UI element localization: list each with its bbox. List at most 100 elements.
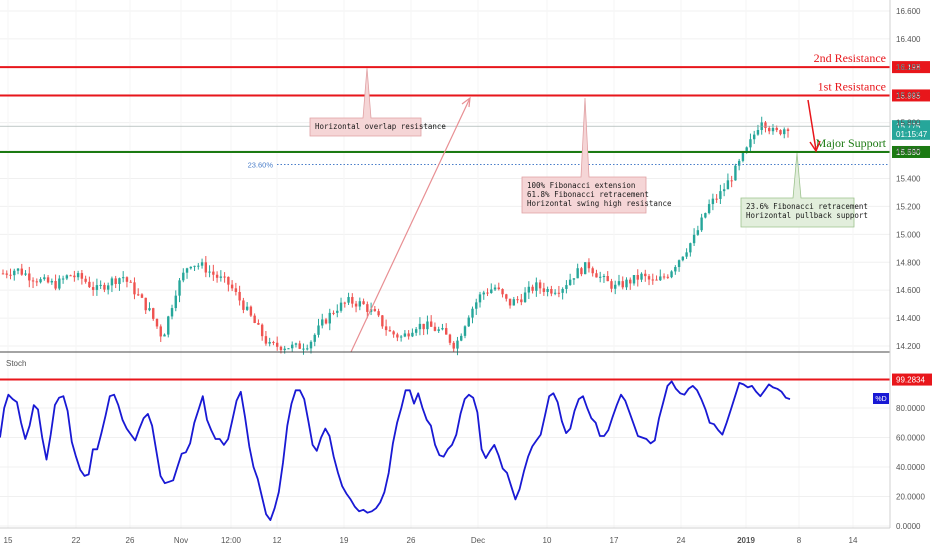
candle-body — [561, 288, 564, 293]
candle-body — [779, 130, 782, 135]
candle-body — [204, 262, 208, 273]
candle-body — [317, 325, 320, 335]
candle-body — [84, 278, 87, 282]
stoch-series-tag — [873, 393, 889, 404]
time-tick-label: Nov — [174, 536, 188, 545]
trend-arrow[interactable] — [350, 97, 471, 353]
candle-body — [69, 275, 72, 277]
candle-body — [749, 139, 752, 148]
price-tick-label: 16.200 — [896, 63, 921, 72]
candle-body — [429, 321, 433, 327]
candle-body — [148, 308, 151, 311]
time-tick-label: 14 — [849, 536, 858, 545]
candle-body — [741, 152, 745, 161]
stoch-grid — [0, 378, 890, 527]
candle-body — [328, 312, 331, 324]
candle-body — [302, 348, 305, 350]
candle-body — [268, 342, 271, 344]
candle-body — [152, 308, 155, 319]
candle-body — [433, 326, 437, 331]
candle-body — [272, 342, 275, 344]
candle-body — [535, 282, 538, 291]
stoch-title: Stoch — [6, 359, 26, 368]
candle-body — [542, 288, 546, 292]
candle-body — [516, 299, 519, 301]
candle-body — [189, 266, 192, 269]
candle-body — [324, 319, 328, 324]
candle-body — [377, 311, 380, 316]
candle-body — [215, 274, 219, 278]
candle-body — [159, 326, 162, 337]
candle-body — [121, 277, 125, 279]
candle-body — [155, 318, 159, 327]
stoch-axis[interactable]: 80.0000 60.0000 40.0000 20.0000 0.0000 99.283… — [873, 373, 932, 531]
candle-body — [234, 288, 238, 292]
candle-body — [245, 306, 249, 310]
candle-body — [249, 306, 253, 316]
candle-body — [91, 287, 95, 290]
stoch-line — [0, 380, 791, 521]
candle-body — [602, 276, 606, 278]
candle-body — [182, 272, 185, 281]
candle-body — [692, 234, 696, 244]
candle-body — [553, 292, 557, 294]
candle-body — [144, 297, 147, 311]
time-axis[interactable]: 15 22 26 Nov 12:00 12 19 26 Dec 10 17 24 2019 8 14 — [4, 536, 858, 545]
candle-body — [655, 279, 658, 281]
candle-body — [448, 334, 452, 343]
price-tag — [892, 61, 930, 74]
candle-body — [260, 324, 264, 337]
candle-body — [238, 291, 241, 301]
price-tick-label: 15.600 — [896, 147, 921, 156]
candle-body — [756, 130, 760, 135]
candle-body — [275, 342, 279, 347]
price-tag — [892, 145, 930, 158]
stoch-tick-label: 20.0000 — [896, 493, 925, 502]
candle-body — [460, 335, 463, 341]
callout-shape — [309, 67, 422, 137]
candle-body — [696, 230, 700, 235]
candle-body — [129, 281, 132, 283]
callout-text: Horizontal pullback support — [746, 211, 868, 220]
candle-body — [185, 268, 189, 273]
candle-body — [137, 294, 140, 296]
candle-body — [103, 284, 106, 290]
candle-body — [689, 243, 692, 253]
candle-body — [591, 268, 594, 274]
candle-body — [193, 265, 196, 267]
candle-body — [35, 281, 39, 283]
candle-body — [452, 342, 455, 349]
level-label: 1st Resistance — [818, 79, 886, 93]
price-annotations: Horizontal overlap resistance 100% Fibona… — [309, 67, 868, 353]
candle-body — [445, 328, 448, 335]
candle-body — [475, 302, 478, 309]
candle-body — [572, 278, 576, 280]
candle-body — [197, 265, 200, 267]
candle-body — [50, 280, 54, 283]
candle-body — [43, 277, 46, 280]
candle-body — [610, 281, 613, 289]
candle-body — [106, 285, 110, 290]
candle-body — [546, 289, 549, 292]
candle-body — [31, 280, 35, 282]
candle-body — [497, 287, 500, 290]
candle-body — [223, 276, 226, 278]
candle-body — [343, 302, 346, 304]
candle-body — [752, 134, 756, 140]
candle-body — [80, 273, 84, 279]
candle-body — [54, 280, 57, 289]
candle-body — [520, 299, 523, 303]
price-axis[interactable]: 16.600 16.400 16.200 16.000 15.800 15.600 15.4… — [896, 7, 921, 351]
down-arrow — [807, 99, 817, 151]
price-tick-label: 14.400 — [896, 314, 921, 323]
candle-body — [426, 321, 429, 330]
candle-body — [730, 180, 733, 182]
candle-body — [599, 276, 602, 278]
candle-body — [309, 341, 313, 349]
annotation-callout[interactable]: Horizontal overlap resistance — [309, 67, 446, 137]
time-tick-label: 22 — [72, 536, 81, 545]
candle-body — [700, 217, 703, 231]
